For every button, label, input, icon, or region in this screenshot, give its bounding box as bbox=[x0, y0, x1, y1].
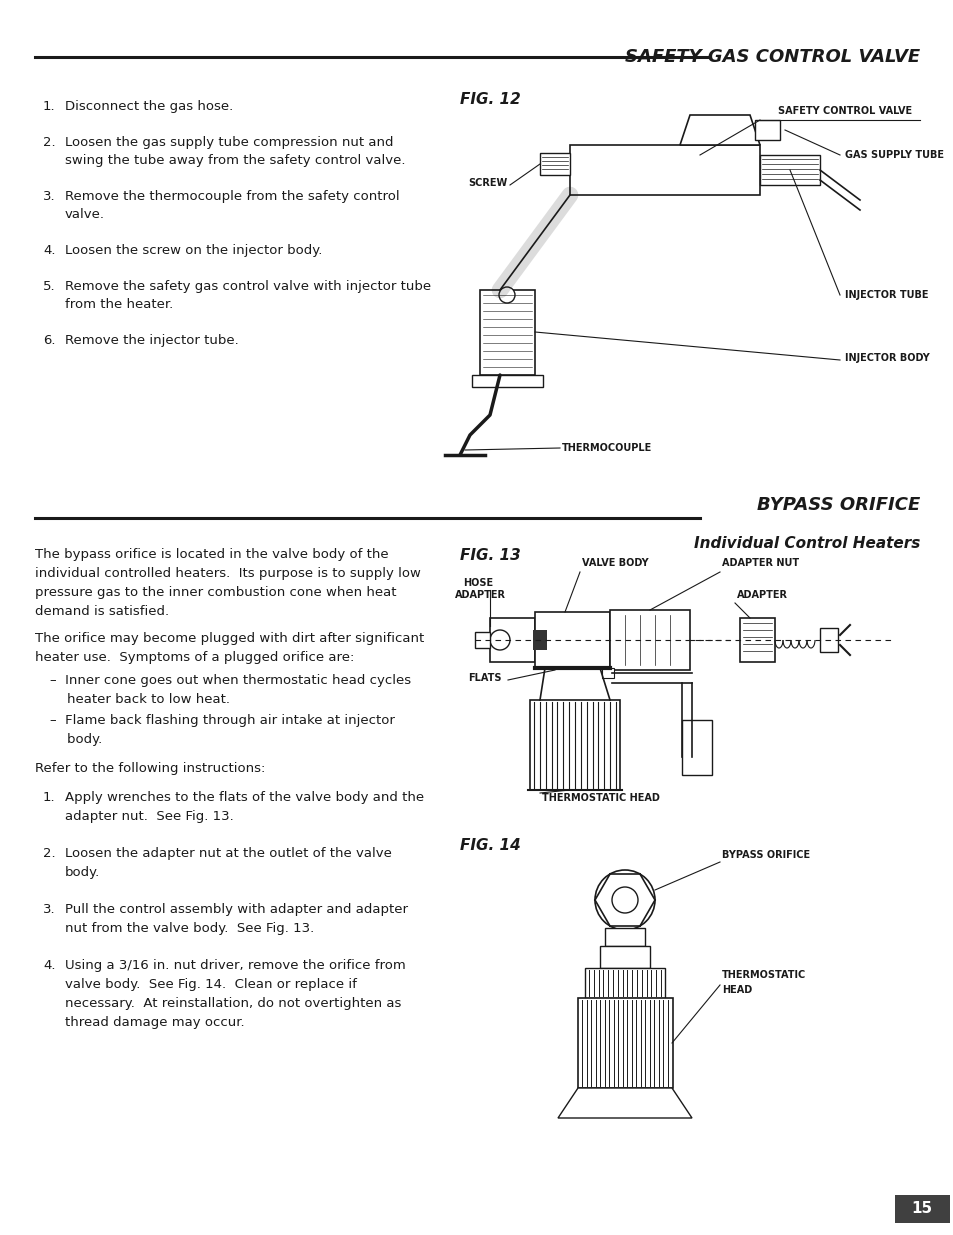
Polygon shape bbox=[558, 1088, 691, 1118]
Text: VALVE BODY: VALVE BODY bbox=[581, 558, 648, 568]
Text: 4.: 4. bbox=[43, 245, 55, 257]
Text: FLATS: FLATS bbox=[468, 673, 501, 683]
Text: from the heater.: from the heater. bbox=[65, 298, 173, 311]
Text: SCREW: SCREW bbox=[468, 178, 507, 188]
Polygon shape bbox=[679, 115, 760, 144]
Bar bbox=[535, 613, 609, 668]
Circle shape bbox=[498, 287, 515, 303]
Circle shape bbox=[490, 630, 510, 650]
Bar bbox=[609, 610, 689, 671]
Text: Loosen the screw on the injector body.: Loosen the screw on the injector body. bbox=[65, 245, 322, 257]
Text: heater back to low heat.: heater back to low heat. bbox=[50, 693, 230, 706]
Text: THERMOCOUPLE: THERMOCOUPLE bbox=[561, 443, 652, 453]
Text: Individual Control Heaters: Individual Control Heaters bbox=[693, 536, 919, 551]
Text: 1.: 1. bbox=[43, 790, 55, 804]
Text: 2.: 2. bbox=[43, 136, 55, 149]
Bar bbox=[894, 1195, 949, 1223]
Bar bbox=[754, 120, 780, 140]
Text: –  Flame back flashing through air intake at injector: – Flame back flashing through air intake… bbox=[50, 714, 395, 727]
Text: adapter nut.  See Fig. 13.: adapter nut. See Fig. 13. bbox=[65, 810, 233, 823]
Bar bbox=[533, 630, 546, 650]
Bar bbox=[578, 998, 672, 1088]
Text: thread damage may occur.: thread damage may occur. bbox=[65, 1016, 244, 1029]
Text: 3.: 3. bbox=[43, 903, 55, 916]
Bar bbox=[584, 968, 664, 998]
Text: SAFETY GAS CONTROL VALVE: SAFETY GAS CONTROL VALVE bbox=[624, 48, 919, 65]
Text: pressure gas to the inner combustion cone when heat: pressure gas to the inner combustion con… bbox=[35, 585, 396, 599]
Bar bbox=[601, 668, 614, 678]
Text: valve body.  See Fig. 14.  Clean or replace if: valve body. See Fig. 14. Clean or replac… bbox=[65, 978, 356, 990]
Text: Pull the control assembly with adapter and adapter: Pull the control assembly with adapter a… bbox=[65, 903, 408, 916]
Bar bbox=[472, 375, 542, 387]
Text: ADAPTER: ADAPTER bbox=[455, 590, 505, 600]
Text: 2.: 2. bbox=[43, 847, 55, 860]
Text: FIG. 14: FIG. 14 bbox=[459, 839, 520, 853]
Text: THERMOSTATIC: THERMOSTATIC bbox=[721, 969, 805, 981]
Text: nut from the valve body.  See Fig. 13.: nut from the valve body. See Fig. 13. bbox=[65, 923, 314, 935]
Bar bbox=[475, 632, 490, 648]
Text: 4.: 4. bbox=[43, 960, 55, 972]
Text: necessary.  At reinstallation, do not overtighten as: necessary. At reinstallation, do not ove… bbox=[65, 997, 401, 1010]
Text: HEAD: HEAD bbox=[721, 986, 752, 995]
Text: INJECTOR TUBE: INJECTOR TUBE bbox=[844, 290, 927, 300]
Bar bbox=[490, 618, 535, 662]
Bar bbox=[740, 618, 774, 662]
Text: Remove the safety gas control valve with injector tube: Remove the safety gas control valve with… bbox=[65, 280, 431, 293]
Text: HOSE: HOSE bbox=[462, 578, 493, 588]
Bar bbox=[604, 927, 644, 946]
Text: individual controlled heaters.  Its purpose is to supply low: individual controlled heaters. Its purpo… bbox=[35, 567, 420, 580]
Text: 15: 15 bbox=[910, 1202, 932, 1216]
Text: heater use.  Symptoms of a plugged orifice are:: heater use. Symptoms of a plugged orific… bbox=[35, 651, 354, 664]
Circle shape bbox=[595, 869, 655, 930]
Circle shape bbox=[612, 887, 638, 913]
Text: ADAPTER: ADAPTER bbox=[737, 590, 787, 600]
Text: Using a 3/16 in. nut driver, remove the orifice from: Using a 3/16 in. nut driver, remove the … bbox=[65, 960, 405, 972]
Text: Loosen the gas supply tube compression nut and: Loosen the gas supply tube compression n… bbox=[65, 136, 393, 149]
Text: THERMOSTATIC HEAD: THERMOSTATIC HEAD bbox=[541, 793, 659, 803]
Bar bbox=[539, 153, 569, 175]
Text: 3.: 3. bbox=[43, 190, 55, 203]
Text: INJECTOR BODY: INJECTOR BODY bbox=[844, 353, 929, 363]
Text: The bypass orifice is located in the valve body of the: The bypass orifice is located in the val… bbox=[35, 548, 388, 561]
Text: Apply wrenches to the flats of the valve body and the: Apply wrenches to the flats of the valve… bbox=[65, 790, 424, 804]
Text: body.: body. bbox=[65, 866, 100, 879]
Bar bbox=[569, 144, 760, 195]
Text: demand is satisfied.: demand is satisfied. bbox=[35, 605, 169, 618]
Text: FIG. 13: FIG. 13 bbox=[459, 548, 520, 563]
Text: Remove the injector tube.: Remove the injector tube. bbox=[65, 333, 238, 347]
Text: ADAPTER NUT: ADAPTER NUT bbox=[721, 558, 799, 568]
Text: Disconnect the gas hose.: Disconnect the gas hose. bbox=[65, 100, 233, 112]
Text: The orifice may become plugged with dirt after significant: The orifice may become plugged with dirt… bbox=[35, 632, 424, 645]
Text: GAS SUPPLY TUBE: GAS SUPPLY TUBE bbox=[844, 149, 943, 161]
Text: BYPASS ORIFICE: BYPASS ORIFICE bbox=[756, 496, 919, 514]
Text: swing the tube away from the safety control valve.: swing the tube away from the safety cont… bbox=[65, 154, 405, 167]
Text: Loosen the adapter nut at the outlet of the valve: Loosen the adapter nut at the outlet of … bbox=[65, 847, 392, 860]
Text: Remove the thermocouple from the safety control: Remove the thermocouple from the safety … bbox=[65, 190, 399, 203]
Text: SAFETY CONTROL VALVE: SAFETY CONTROL VALVE bbox=[777, 106, 911, 116]
Text: –  Inner cone goes out when thermostatic head cycles: – Inner cone goes out when thermostatic … bbox=[50, 674, 411, 687]
Text: BYPASS ORIFICE: BYPASS ORIFICE bbox=[721, 850, 809, 860]
Bar bbox=[681, 720, 711, 776]
Text: valve.: valve. bbox=[65, 207, 105, 221]
Text: Refer to the following instructions:: Refer to the following instructions: bbox=[35, 762, 265, 776]
Bar bbox=[530, 700, 619, 790]
Bar bbox=[479, 290, 535, 375]
Text: body.: body. bbox=[50, 734, 102, 746]
Bar bbox=[760, 156, 820, 185]
Text: 1.: 1. bbox=[43, 100, 55, 112]
Bar bbox=[599, 946, 649, 968]
Text: FIG. 12: FIG. 12 bbox=[459, 91, 520, 107]
Text: 6.: 6. bbox=[43, 333, 55, 347]
Text: 5.: 5. bbox=[43, 280, 55, 293]
Bar bbox=[820, 629, 837, 652]
